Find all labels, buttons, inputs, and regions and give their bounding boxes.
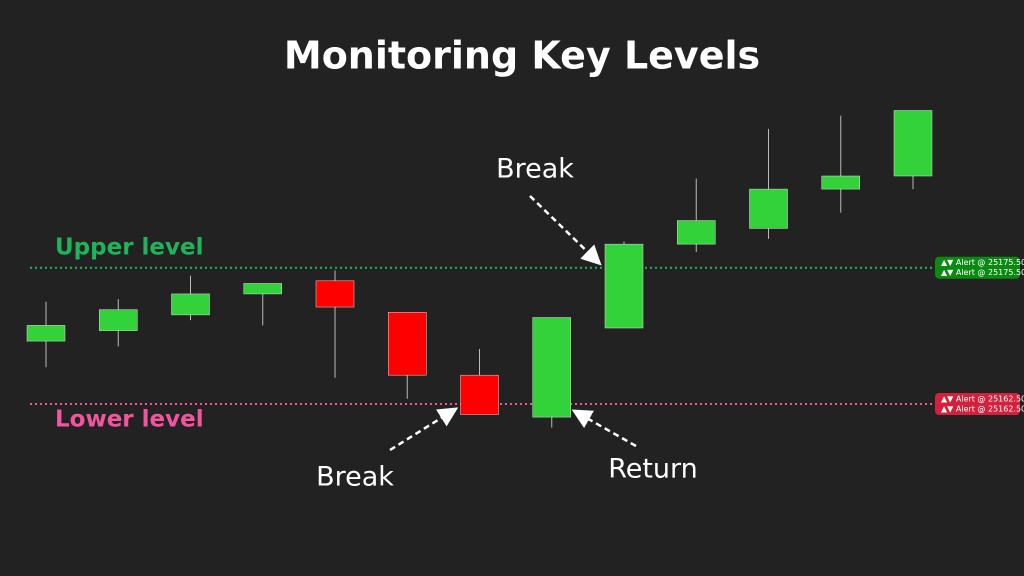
candle-body xyxy=(26,325,66,342)
candle-body xyxy=(460,374,499,415)
chart-title: Monitoring Key Levels xyxy=(284,34,760,78)
candle-body xyxy=(821,175,860,190)
alert-label: ▲▼ Alert @ 25162.50 xyxy=(941,405,1024,414)
alert-tag xyxy=(935,393,1020,415)
level-name: Lower level xyxy=(55,407,204,433)
annotation: Return xyxy=(608,454,698,485)
candle-body xyxy=(243,283,282,295)
candle-body xyxy=(315,280,355,308)
level-name: Upper level xyxy=(55,235,204,261)
candle-body xyxy=(749,188,788,229)
arrow xyxy=(529,195,602,266)
candle-body xyxy=(677,220,716,245)
alert-label: ▲▼ Alert @ 25175.50 xyxy=(941,268,1024,277)
candle-body xyxy=(99,309,138,331)
annotation: Break xyxy=(496,154,574,185)
alert-label: ▲▼ Alert @ 25162.50 xyxy=(941,395,1024,404)
arrow xyxy=(571,409,637,448)
candle-body xyxy=(171,293,210,316)
candle-body xyxy=(604,243,644,329)
arrow xyxy=(389,407,459,452)
candle-body xyxy=(532,317,571,418)
annotation: Break xyxy=(316,462,394,493)
annotation-arrows xyxy=(389,195,637,452)
alert-label: ▲▼ Alert @ 25175.50 xyxy=(941,258,1024,267)
candle-body xyxy=(893,110,933,177)
alert-tag xyxy=(935,256,1020,279)
candle-body xyxy=(388,312,427,376)
